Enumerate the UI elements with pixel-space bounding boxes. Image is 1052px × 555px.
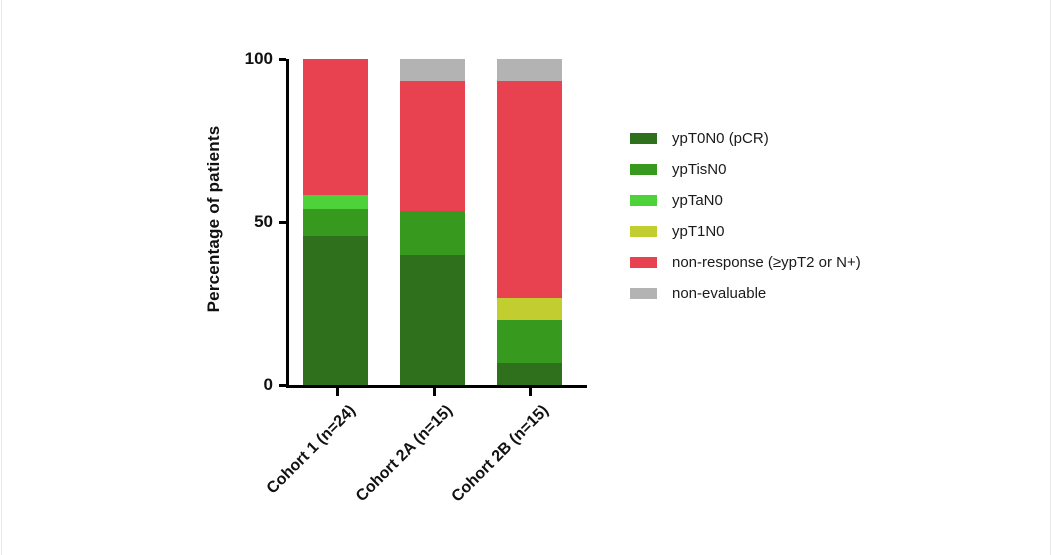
legend-swatch-yptisn0 — [630, 164, 657, 175]
bar-segment-ypt0n0-pcr — [303, 235, 368, 385]
legend-label: ypT0N0 (pCR) — [672, 130, 769, 147]
legend-label: ypTisN0 — [672, 161, 727, 178]
legend-swatch-ypt0n0-pcr — [630, 133, 657, 144]
plot-area: 0 50 100 Cohort 1 (n=24) Cohort 2A (n=15) Coh… — [245, 49, 587, 505]
legend-swatch-non-response-ypt2-or-n — [630, 257, 657, 268]
bar-segment-ypt0n0-pcr — [497, 363, 562, 385]
legend-row-ypt0n0-pcr: ypT0N0 (pCR) — [630, 123, 861, 154]
bar-segment-non-response-ypt2-or-n — [400, 80, 465, 212]
bar-segment-yptisn0 — [400, 211, 465, 255]
bar-segment-yptisn0 — [497, 319, 562, 364]
bar-cohort-1-n-24 — [303, 59, 368, 385]
x-tick-mark — [432, 388, 436, 396]
legend-row-yptan0: ypTaN0 — [630, 185, 861, 216]
legend-swatch-ypt1n0 — [630, 226, 657, 237]
bar-segment-ypt0n0-pcr — [400, 254, 465, 385]
legend: ypT0N0 (pCR) ypTisN0 ypTaN0 ypT1N0 non-respo… — [630, 123, 861, 309]
y-tick-label: 0 — [263, 375, 273, 394]
bar-segment-non-response-ypt2-or-n — [497, 80, 562, 299]
bar-segment-yptisn0 — [303, 208, 368, 236]
legend-row-yptisn0: ypTisN0 — [630, 154, 861, 185]
legend-row-non-response-ypt2-or-n: non-response (≥ypT2 or N+) — [630, 247, 861, 278]
bar-segment-non-evaluable — [497, 58, 562, 81]
legend-label: ypT1N0 — [672, 223, 725, 240]
legend-swatch-non-evaluable — [630, 288, 657, 299]
legend-label: non-evaluable — [672, 285, 767, 302]
legend-swatch-yptan0 — [630, 195, 657, 206]
y-tick-label: 100 — [244, 49, 273, 68]
legend-label: non-response (≥ypT2 or N+) — [672, 254, 861, 271]
y-tick-mark — [279, 220, 286, 224]
legend-row-non-evaluable: non-evaluable — [630, 278, 861, 309]
bar-cohort-2b-n-15 — [497, 58, 562, 385]
y-tick-label: 50 — [254, 212, 273, 231]
x-tick-mark — [528, 388, 532, 396]
y-tick-mark — [279, 383, 286, 387]
y-tick-mark — [279, 57, 286, 61]
bar-segment-non-evaluable — [400, 59, 465, 81]
bar-segment-non-response-ypt2-or-n — [303, 59, 368, 195]
legend-row-ypt1n0: ypT1N0 — [630, 216, 861, 247]
bar-segment-yptan0 — [303, 194, 368, 209]
legend-label: ypTaN0 — [672, 192, 723, 209]
bar-segment-ypt1n0 — [497, 298, 562, 320]
bar-cohort-2a-n-15 — [400, 59, 465, 385]
page-edge-right — [1050, 0, 1051, 555]
page-edge-left — [1, 0, 2, 555]
x-tick-mark — [335, 388, 339, 396]
